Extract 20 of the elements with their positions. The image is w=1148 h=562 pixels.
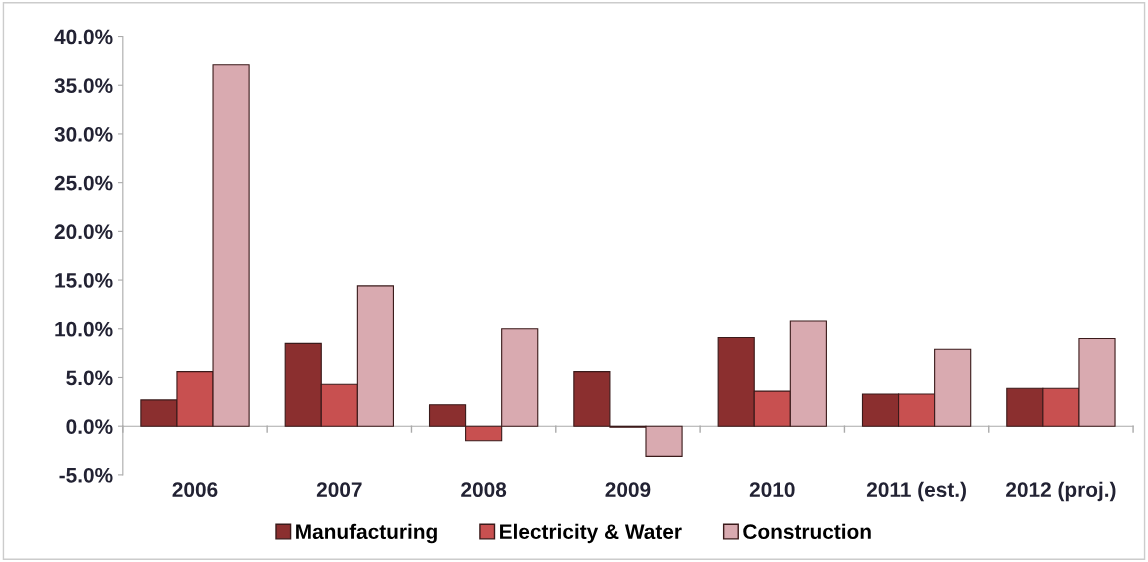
y-tick-label: 10.0% xyxy=(55,321,113,337)
y-tick-label: 5.0% xyxy=(66,370,113,386)
x-tick-label: 2006 xyxy=(172,482,218,498)
x-tick-label: 2011 (est.) xyxy=(866,481,966,502)
legend-label: Manufacturing xyxy=(296,523,437,544)
x-tick-label: 2007 xyxy=(316,482,362,498)
x-tick-label: 2010 xyxy=(749,482,795,498)
y-tick-label: 40.0% xyxy=(54,29,113,45)
y-tick-label: 35.0% xyxy=(54,78,113,94)
y-tick-label: 25.0% xyxy=(54,175,113,191)
legend-label: Construction xyxy=(743,523,871,540)
x-tick-label: 2012 (proj.) xyxy=(1006,481,1116,502)
legend-label: Electricity & Water xyxy=(500,523,682,544)
y-tick-label: 0.0% xyxy=(66,419,113,434)
y-tick-label: 30.0% xyxy=(54,126,113,142)
x-tick-label: 2009 xyxy=(605,482,651,498)
y-tick-label: 15.0% xyxy=(55,273,113,288)
y-tick-label: 20.0% xyxy=(54,224,113,240)
x-tick-label: 2008 xyxy=(461,482,507,498)
y-tick-label: -5.0% xyxy=(59,467,113,483)
